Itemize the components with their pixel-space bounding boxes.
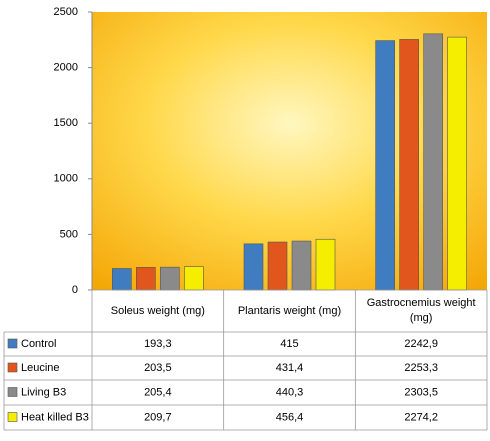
bar	[184, 266, 204, 291]
table-value: 440,3	[276, 386, 304, 398]
bar	[447, 36, 467, 291]
legend-label: Living B3	[21, 386, 66, 398]
table-value: 209,7	[144, 411, 172, 423]
x-tick-label: Soleus weight (mg)	[110, 304, 205, 317]
table-value: 431,4	[276, 362, 304, 374]
bar	[160, 266, 180, 291]
category-cell: Soleus weight (mg)	[110, 304, 205, 317]
y-tick-label: 0	[72, 284, 78, 296]
bar	[136, 267, 156, 291]
table-value: 415	[280, 338, 298, 350]
category-cell: Plantaris weight (mg)	[237, 304, 342, 317]
plot-area	[92, 12, 487, 290]
y-tick-label: 2500	[54, 6, 78, 18]
x-tick-label: Plantaris weight (mg)	[237, 304, 342, 317]
bar	[112, 268, 132, 291]
legend-label: Control	[21, 338, 56, 350]
table-value: 2242,9	[404, 338, 438, 350]
bar	[399, 39, 419, 291]
bar	[291, 240, 312, 291]
bar	[423, 33, 443, 291]
table-value: 2253,3	[404, 362, 438, 374]
y-tick-label: 1500	[54, 117, 78, 129]
bar	[267, 241, 288, 291]
legend-label: Heat killed B3	[21, 411, 89, 423]
legend-swatch	[7, 338, 18, 349]
y-tick-label: 2000	[54, 62, 78, 74]
table-value: 203,5	[144, 362, 172, 374]
table-value: 205,4	[144, 386, 172, 398]
table-value: 456,4	[276, 411, 304, 423]
bar	[375, 40, 395, 291]
category-cell: Gastrocnemius weight (mg)	[366, 297, 476, 324]
table-value: 2303,5	[404, 386, 438, 398]
y-tick-label: 500	[60, 228, 78, 240]
bar	[243, 243, 264, 291]
x-tick-label: Gastrocnemius weight (mg)	[366, 297, 476, 324]
table-value: 193,3	[144, 338, 172, 350]
bar	[315, 238, 336, 291]
legend-swatch	[7, 412, 18, 422]
legend-label: Leucine	[21, 362, 60, 374]
legend-swatch	[7, 362, 18, 373]
table-value: 2274,2	[404, 411, 438, 423]
y-tick-label: 1000	[54, 173, 78, 185]
legend-swatch	[7, 387, 18, 397]
